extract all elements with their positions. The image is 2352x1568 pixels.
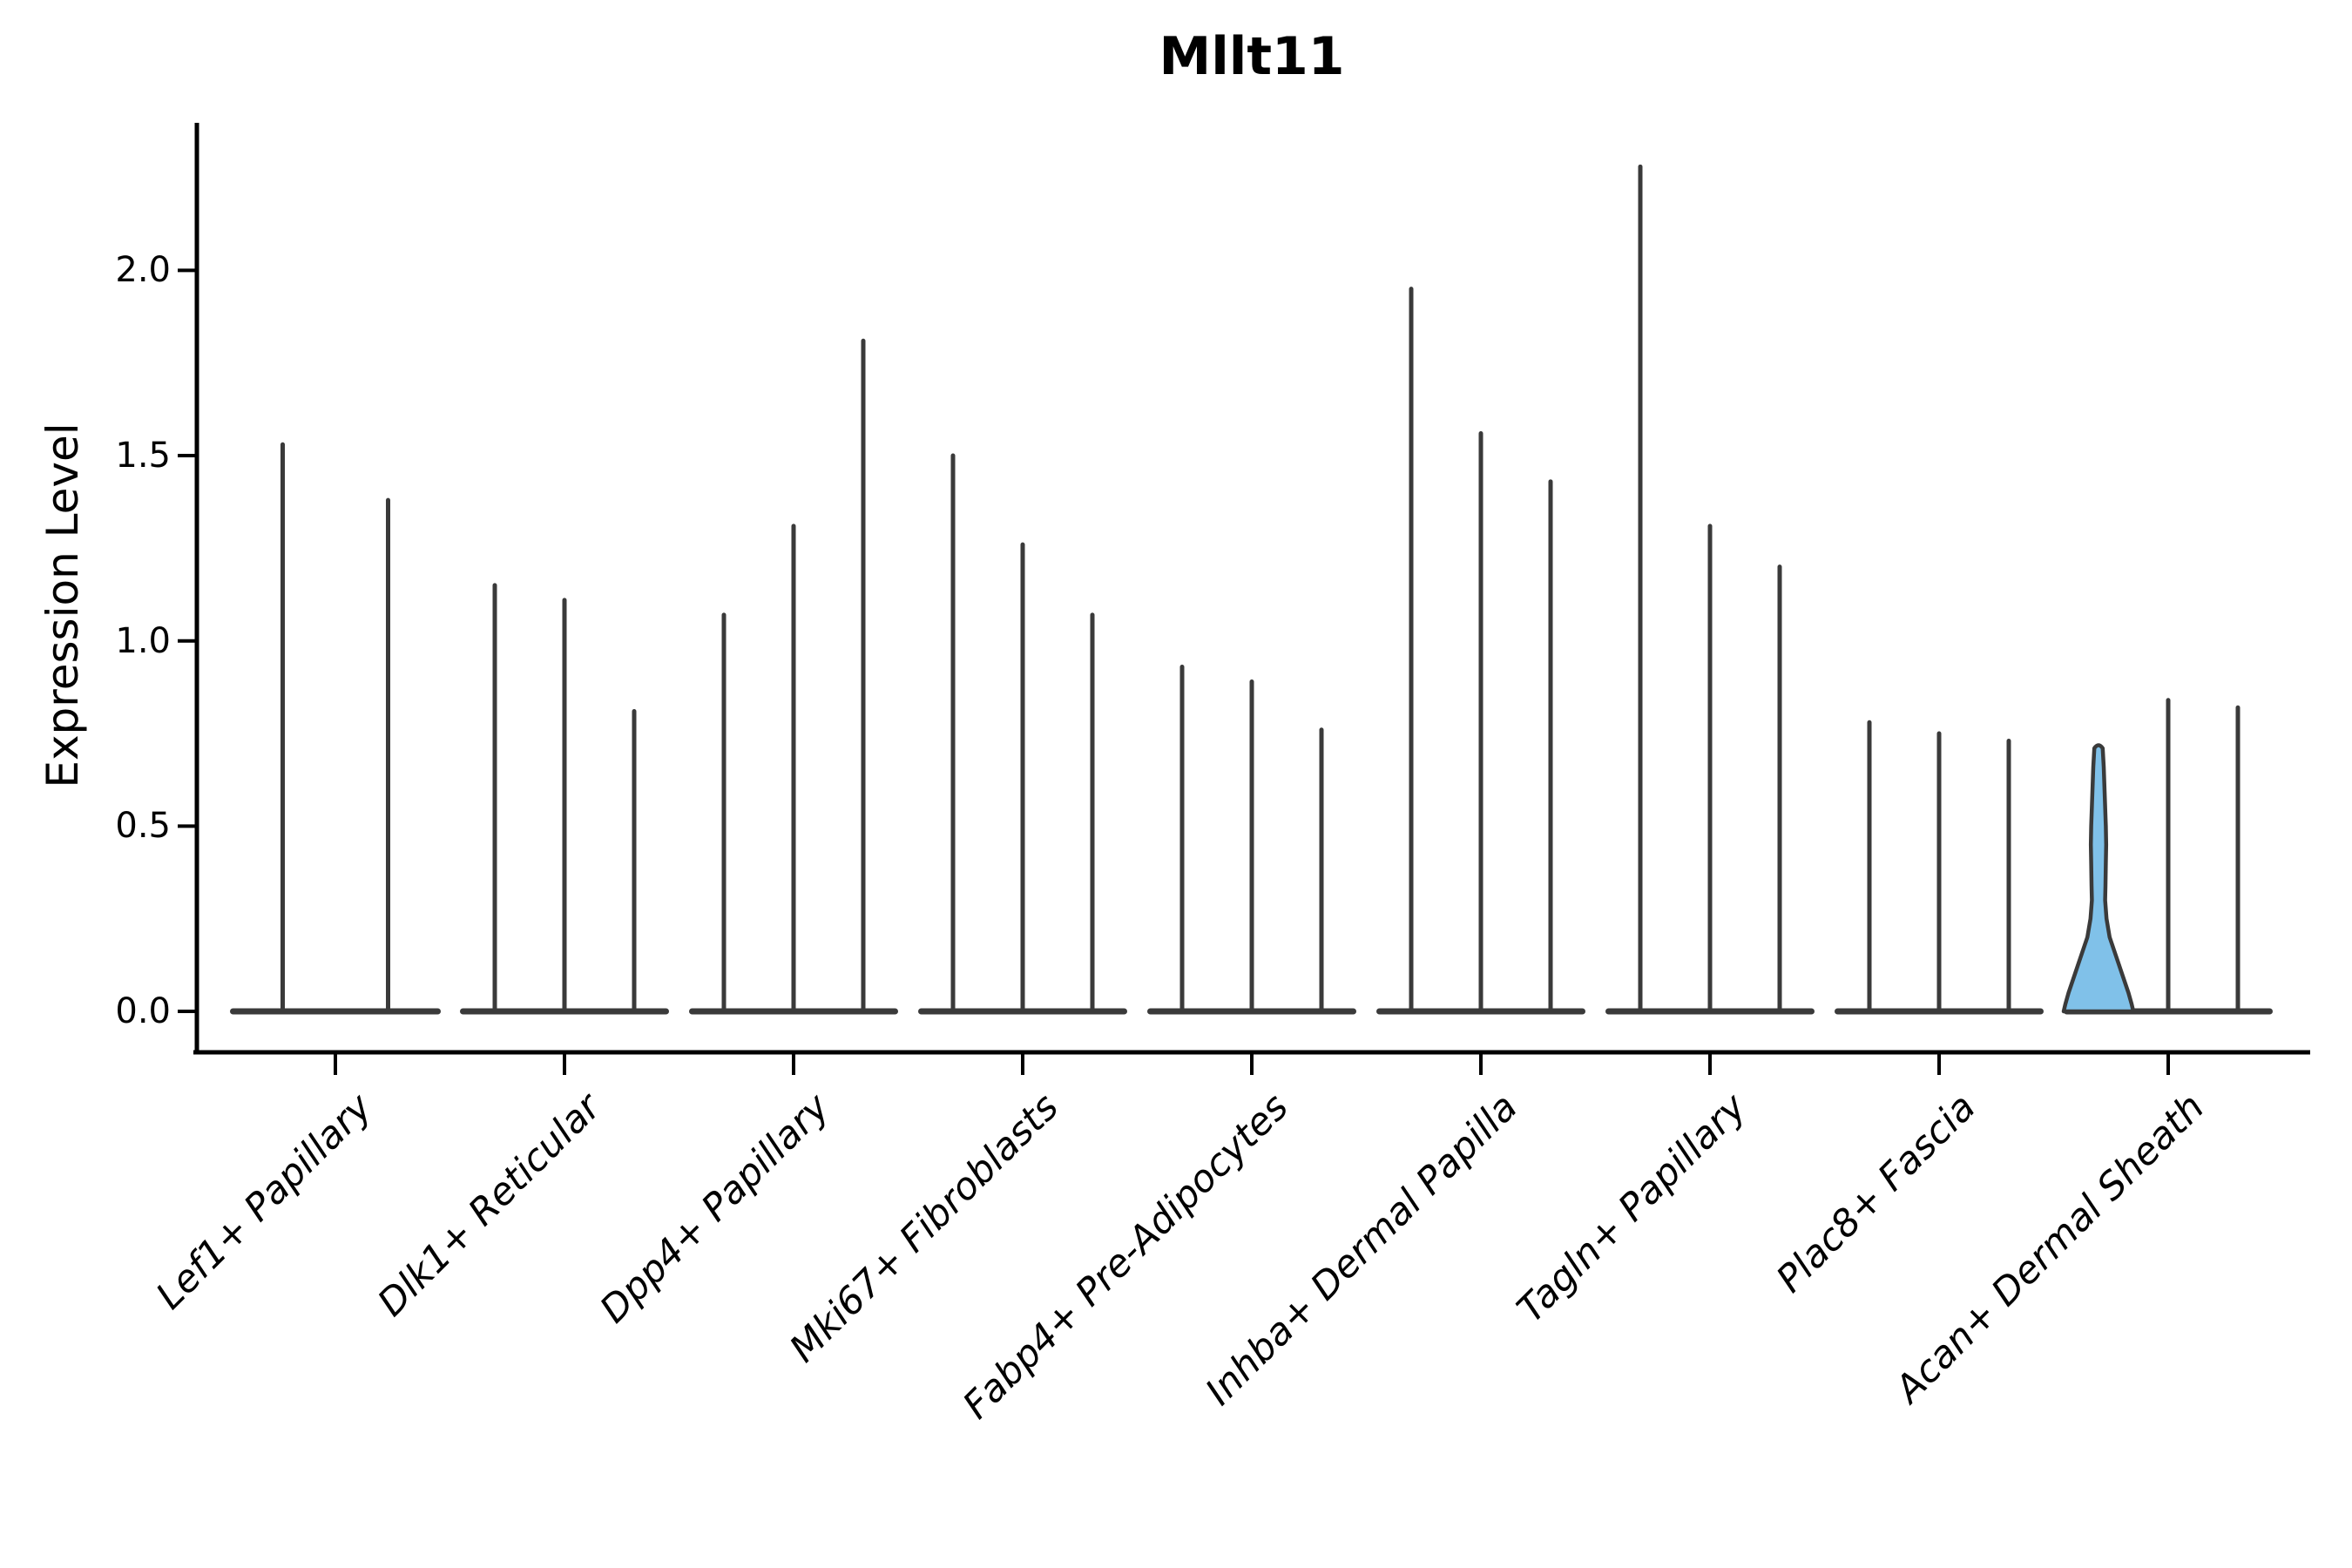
y-tick-label: 2.0	[115, 250, 171, 291]
y-tick-label: 1.0	[115, 620, 171, 661]
y-tick-label: 1.5	[115, 436, 171, 476]
y-tick-label: 0.0	[115, 991, 171, 1031]
violin-base	[230, 1008, 441, 1015]
chart-title: Mllt11	[1159, 26, 1345, 87]
highlighted-violin	[2061, 743, 2136, 1014]
y-axis-label: Expression Level	[37, 422, 88, 788]
y-tick-label: 0.5	[115, 806, 171, 847]
